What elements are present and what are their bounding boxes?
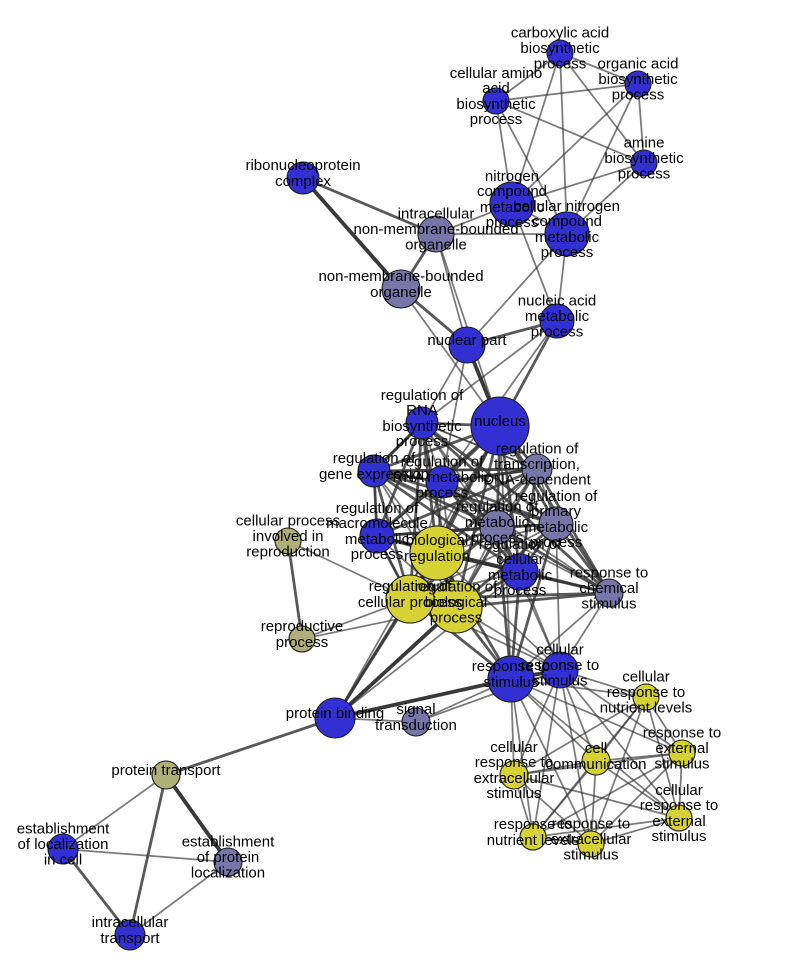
svg-text:protein binding: protein binding xyxy=(286,705,384,722)
svg-text:nucleus: nucleus xyxy=(474,413,526,430)
svg-text:nuclear part: nuclear part xyxy=(427,332,507,349)
svg-text:protein transport: protein transport xyxy=(111,762,221,779)
